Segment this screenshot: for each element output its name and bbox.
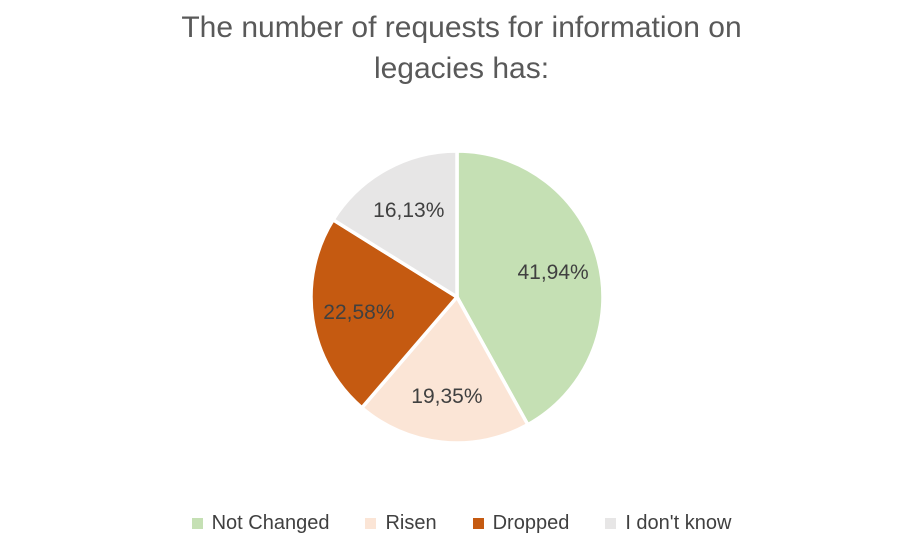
legend-swatch-i-don-t-know: [605, 518, 617, 529]
pie-slice-dropped: [309, 218, 459, 410]
legend-item-risen: Risen: [365, 512, 437, 535]
data-label-i-don-t-know: 16,13%: [373, 199, 444, 222]
legend-swatch-not-changed: [191, 518, 203, 529]
data-label-not-changed: 41,94%: [517, 261, 588, 284]
legend: Not Changed Risen Dropped I don't know: [0, 512, 923, 535]
legend-label-not-changed: Not Changed: [211, 512, 330, 534]
legend-item-i-don-t-know: I don't know: [605, 512, 731, 535]
legend-label-risen: Risen: [385, 512, 437, 534]
data-label-risen: 19,35%: [411, 385, 482, 408]
legend-swatch-risen: [365, 518, 377, 529]
legend-item-dropped: Dropped: [472, 512, 570, 535]
legend-swatch-dropped: [472, 518, 484, 529]
legend-item-not-changed: Not Changed: [191, 512, 330, 535]
data-label-dropped: 22,58%: [323, 301, 394, 324]
pie-slice-i-don-t-know: [331, 149, 459, 299]
chart-title: The number of requests for information o…: [0, 8, 923, 89]
pie-slice-not-changed: [455, 149, 605, 427]
legend-label-dropped: Dropped: [492, 512, 570, 534]
pie-slice-risen: [360, 295, 530, 445]
chart-title-text: The number of requests for information o…: [181, 11, 742, 85]
legend-label-i-don-t-know: I don't know: [625, 512, 732, 534]
